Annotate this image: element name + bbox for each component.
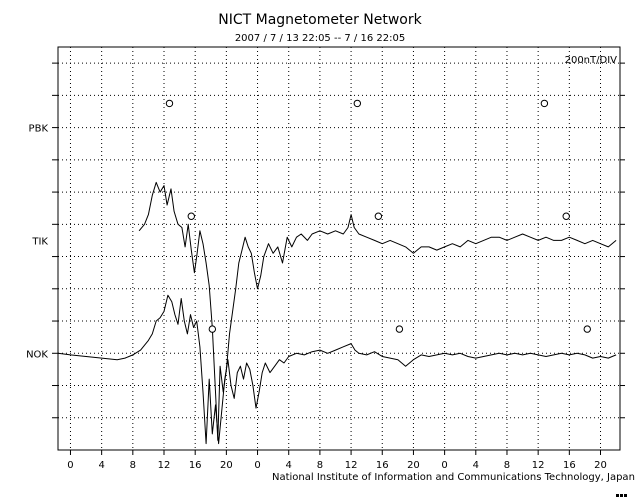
x-ticks: 0 4 8 12 16 20 0 4 8 12 16 20 0 4 8 12 16 20: [67, 450, 607, 471]
chart-title: NICT Magnetometer Network: [218, 12, 422, 28]
x-tick-label: 20: [594, 460, 607, 471]
trace-tik: [138, 181, 617, 441]
marker-tik: [187, 212, 195, 220]
marker-nok: [395, 325, 404, 333]
plot-frame: [57, 46, 621, 451]
station-label-tik: TIK: [31, 236, 48, 247]
station-traces: [57, 181, 617, 445]
x-tick-label: 16: [563, 460, 576, 471]
footer-credit: National Institute of Information and Co…: [272, 472, 635, 483]
marker-pbk: [353, 99, 362, 108]
marker-tik: [374, 212, 383, 220]
chart-subtitle: 2007 / 7 / 13 22:05 -- 7 / 16 22:05: [234, 33, 406, 44]
x-tick-label: 20: [220, 460, 233, 471]
midnight-markers: [165, 99, 591, 333]
x-tick-label: 4: [473, 460, 479, 471]
station-label-nok: NOK: [26, 349, 48, 360]
chart-grid: [58, 47, 620, 450]
station-label-pbk: PBK: [29, 124, 49, 135]
x-tick-label: 8: [504, 460, 510, 471]
footer-mark-icon: [616, 482, 634, 497]
x-tick-label: 0: [441, 460, 447, 471]
x-tick-label: 16: [189, 460, 202, 471]
x-tick-label: 12: [532, 460, 545, 471]
x-tick-label: 16: [376, 460, 389, 471]
x-tick-label: 0: [67, 460, 73, 471]
scale-label: 200nT/DIV: [565, 55, 618, 66]
marker-pbk: [165, 99, 174, 108]
x-tick-label: 8: [130, 460, 136, 471]
marker-nok: [583, 325, 591, 333]
station-labels: PBK TIK NOK: [26, 124, 48, 361]
x-tick-label: 4: [286, 460, 292, 471]
x-tick-label: 12: [158, 460, 171, 471]
x-tick-label: 12: [345, 460, 358, 471]
marker-nok: [208, 325, 217, 333]
x-tick-label: 20: [407, 460, 420, 471]
marker-pbk: [540, 99, 549, 108]
x-tick-label: 0: [254, 460, 260, 471]
x-tick-label: 4: [98, 460, 104, 471]
trace-nok: [57, 294, 617, 445]
x-tick-label: 8: [317, 460, 323, 471]
y-ticks: [52, 62, 625, 419]
marker-tik: [562, 212, 570, 220]
